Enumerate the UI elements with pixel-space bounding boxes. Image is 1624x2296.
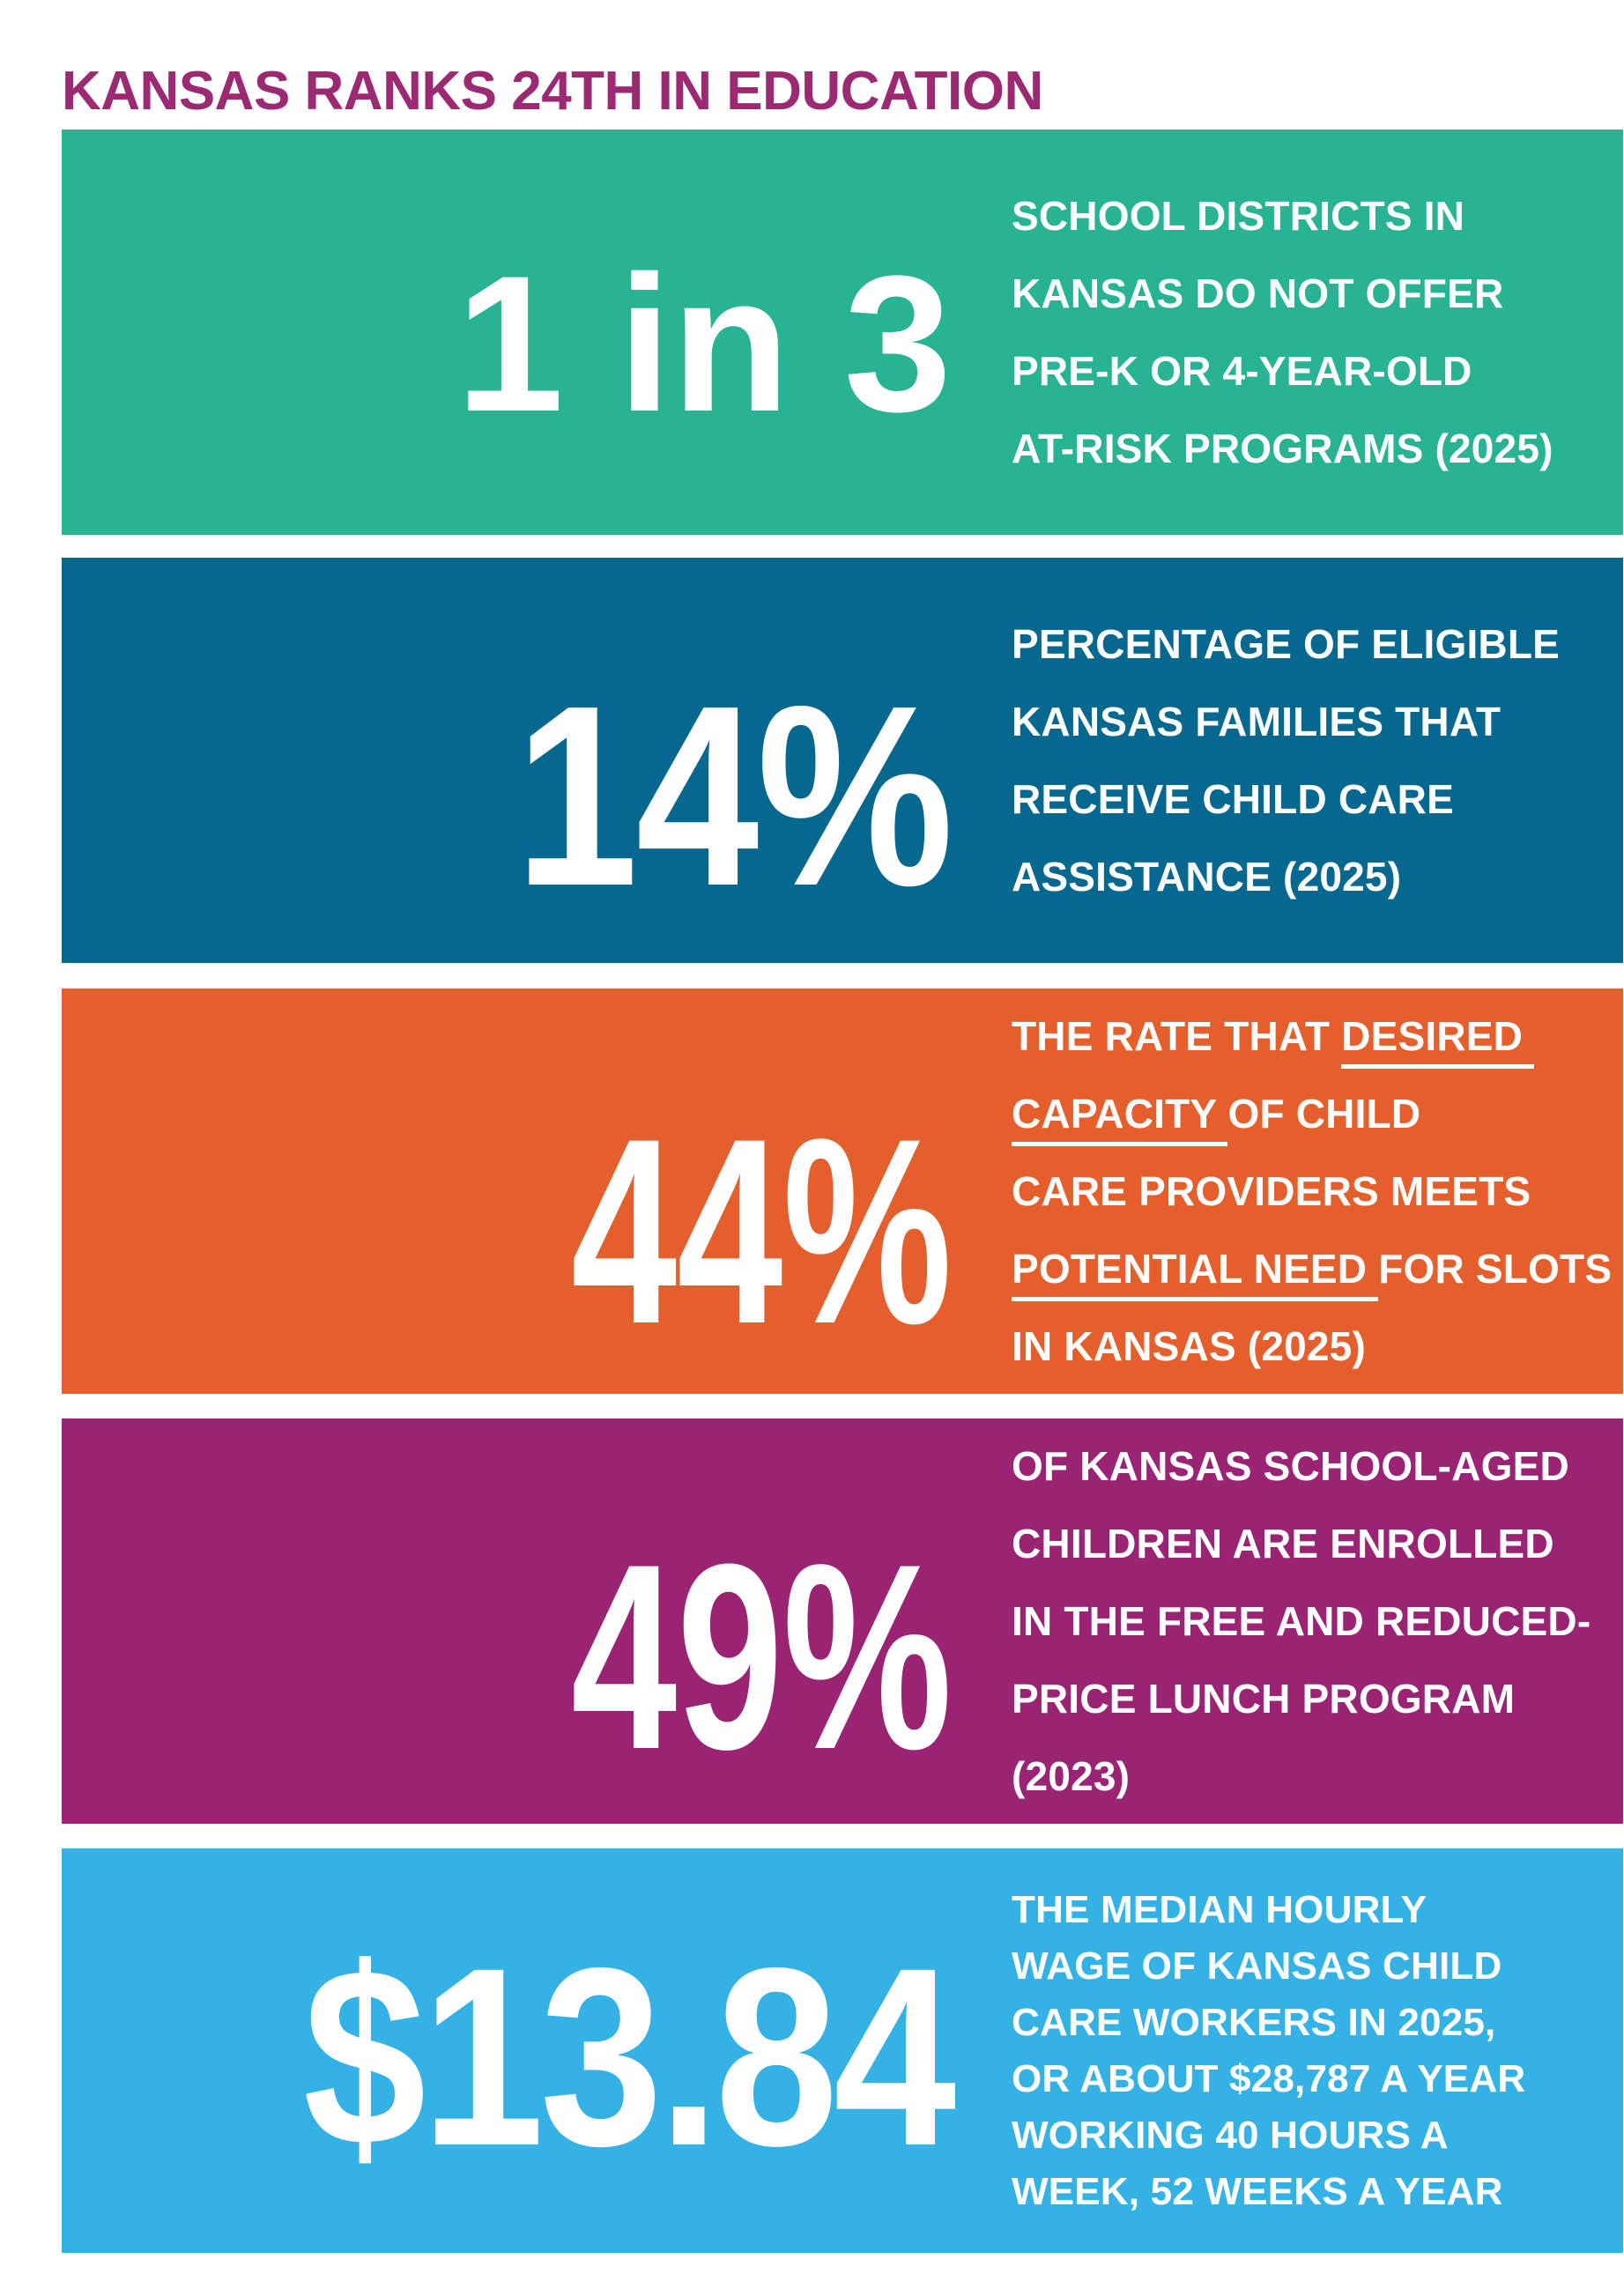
description-text: THE MEDIAN HOURLY bbox=[1012, 1887, 1427, 1931]
description-text: RECEIVE CHILD CARE bbox=[1012, 776, 1454, 822]
description-line: IN THE FREE AND REDUCED- bbox=[1012, 1582, 1623, 1660]
description-line: THE MEDIAN HOURLY bbox=[1012, 1882, 1623, 1938]
description-text: WEEK, 52 WEEKS A YEAR bbox=[1012, 2169, 1503, 2213]
description-line: PRICE LUNCH PROGRAM bbox=[1012, 1660, 1623, 1737]
stat-block: 1 in 3 SCHOOL DISTRICTS IN KANSAS DO NOT … bbox=[62, 130, 1623, 535]
stat-value: 14% bbox=[515, 652, 954, 939]
description-line: THE RATE THAT DESIRED bbox=[1012, 997, 1623, 1075]
description-line: PERCENTAGE OF ELIGIBLE bbox=[1012, 605, 1623, 683]
description-text: OF CHILD bbox=[1227, 1091, 1421, 1137]
description-line: CARE PROVIDERS MEETS bbox=[1012, 1152, 1623, 1230]
stat-block: 44% THE RATE THAT DESIRED CAPACITY OF CH… bbox=[62, 989, 1623, 1394]
underlined-phrase: POTENTIAL NEED bbox=[1012, 1246, 1379, 1301]
description-text: CHILDREN ARE ENROLLED bbox=[1012, 1521, 1554, 1566]
description-text: (2023) bbox=[1012, 1753, 1131, 1799]
description-text: THE RATE THAT bbox=[1012, 1013, 1342, 1059]
description-line: SCHOOL DISTRICTS IN bbox=[1012, 177, 1623, 255]
description-line: AT-RISK PROGRAMS (2025) bbox=[1012, 410, 1623, 487]
description-text: IN KANSAS (2025) bbox=[1012, 1323, 1366, 1369]
description-line: WAGE OF KANSAS CHILD bbox=[1012, 1938, 1623, 1995]
page-title: KANSAS RANKS 24TH IN EDUCATION bbox=[62, 60, 1043, 122]
description-line: IN KANSAS (2025) bbox=[1012, 1307, 1623, 1385]
description-text: IN THE FREE AND REDUCED- bbox=[1012, 1598, 1591, 1644]
description-text: PERCENTAGE OF ELIGIBLE bbox=[1012, 621, 1561, 667]
description-text: FOR SLOTS bbox=[1378, 1246, 1613, 1292]
description-line: CARE WORKERS IN 2025, bbox=[1012, 1995, 1623, 2051]
description-text: WORKING 40 HOURS A bbox=[1012, 2113, 1449, 2157]
description-line: OF KANSAS SCHOOL-AGED bbox=[1012, 1427, 1623, 1505]
description-column: THE RATE THAT DESIRED CAPACITY OF CHILD C… bbox=[1012, 989, 1623, 1394]
description-text: PRICE LUNCH PROGRAM bbox=[1012, 1676, 1516, 1722]
description-text: OF KANSAS SCHOOL-AGED bbox=[1012, 1443, 1569, 1489]
stat-block: $13.84 THE MEDIAN HOURLY WAGE OF KANSAS C… bbox=[62, 1848, 1623, 2253]
description-column: SCHOOL DISTRICTS IN KANSAS DO NOT OFFER PR… bbox=[1012, 130, 1623, 535]
stat-column: 14% bbox=[62, 558, 954, 963]
stat-column: $13.84 bbox=[62, 1848, 956, 2253]
description-text: SCHOOL DISTRICTS IN bbox=[1012, 193, 1465, 239]
underlined-phrase: CAPACITY bbox=[1012, 1091, 1228, 1146]
description-text: KANSAS DO NOT OFFER bbox=[1012, 270, 1504, 316]
description-line: POTENTIAL NEED FOR SLOTS bbox=[1012, 1230, 1623, 1307]
description-column: THE MEDIAN HOURLY WAGE OF KANSAS CHILD CAR… bbox=[1012, 1848, 1623, 2253]
description-text: AT-RISK PROGRAMS (2025) bbox=[1012, 426, 1554, 471]
description-line: ASSISTANCE (2025) bbox=[1012, 838, 1623, 915]
stat-value: 44% bbox=[570, 1083, 952, 1379]
description-line: CHILDREN ARE ENROLLED bbox=[1012, 1505, 1623, 1582]
stat-block: 14% PERCENTAGE OF ELIGIBLE KANSAS FAMILIE… bbox=[62, 558, 1623, 963]
description-line: KANSAS DO NOT OFFER bbox=[1012, 255, 1623, 332]
description-text: CARE PROVIDERS MEETS bbox=[1012, 1168, 1531, 1214]
stat-value: 49% bbox=[570, 1508, 952, 1804]
stat-column: 49% bbox=[62, 1418, 952, 1824]
description-column: PERCENTAGE OF ELIGIBLE KANSAS FAMILIES TH… bbox=[1012, 558, 1623, 963]
description-line: (2023) bbox=[1012, 1737, 1623, 1815]
description-line: WEEK, 52 WEEKS A YEAR bbox=[1012, 2164, 1623, 2220]
stat-block: 49% OF KANSAS SCHOOL-AGED CHILDREN ARE EN… bbox=[62, 1418, 1623, 1824]
description-line: RECEIVE CHILD CARE bbox=[1012, 760, 1623, 838]
description-text: WAGE OF KANSAS CHILD bbox=[1012, 1944, 1502, 1988]
description-line: CAPACITY OF CHILD bbox=[1012, 1075, 1623, 1152]
stat-column: 1 in 3 bbox=[62, 130, 952, 535]
description-text: PRE-K OR 4-YEAR-OLD bbox=[1012, 348, 1472, 394]
description-line: KANSAS FAMILIES THAT bbox=[1012, 683, 1623, 760]
description-text: OR ABOUT $28,787 A YEAR bbox=[1012, 2056, 1526, 2100]
stat-value: $13.84 bbox=[302, 1915, 956, 2199]
description-text: KANSAS FAMILIES THAT bbox=[1012, 699, 1502, 744]
description-column: OF KANSAS SCHOOL-AGED CHILDREN ARE ENROLL… bbox=[1012, 1418, 1623, 1824]
description-line: PRE-K OR 4-YEAR-OLD bbox=[1012, 332, 1623, 410]
description-line: OR ABOUT $28,787 A YEAR bbox=[1012, 2051, 1623, 2107]
stat-value: 1 in 3 bbox=[456, 235, 952, 452]
description-text: ASSISTANCE (2025) bbox=[1012, 854, 1402, 900]
description-line: WORKING 40 HOURS A bbox=[1012, 2107, 1623, 2164]
stat-column: 44% bbox=[62, 989, 952, 1394]
underlined-phrase: DESIRED bbox=[1341, 1013, 1535, 1069]
description-text: CARE WORKERS IN 2025, bbox=[1012, 2000, 1496, 2044]
